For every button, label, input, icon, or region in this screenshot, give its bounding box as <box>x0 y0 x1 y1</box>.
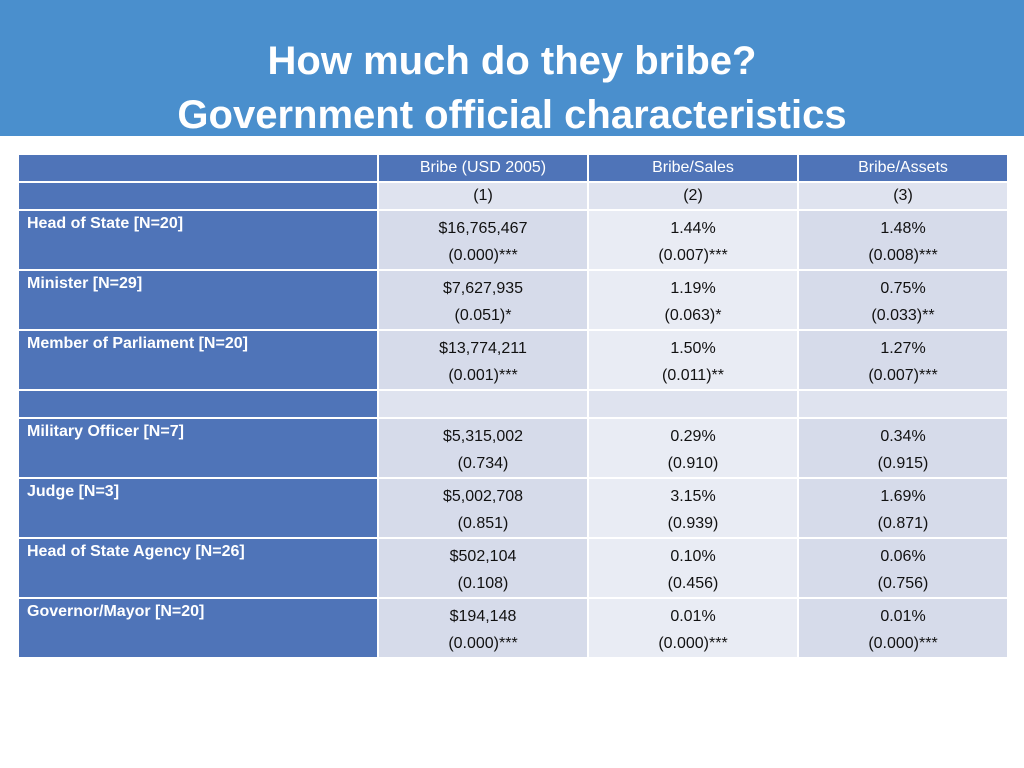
table-row: Minister [N=29] $7,627,935 (0.051)* 1.19%… <box>17 269 1009 331</box>
data-cell: 0.01% (0.000)*** <box>797 597 1009 659</box>
data-cell: 1.27% (0.007)*** <box>797 329 1009 391</box>
cell-value: $7,627,935 <box>442 280 524 297</box>
cell-value: 0.01% <box>670 608 716 625</box>
cell-value: $5,002,708 <box>442 488 524 505</box>
data-cell: 1.50% (0.011)** <box>587 329 799 391</box>
data-cell: 0.10% (0.456) <box>587 537 799 599</box>
cell-pvalue: (0.007)*** <box>658 247 728 264</box>
cell-pvalue: (0.008)*** <box>868 247 938 264</box>
spacer-cell <box>587 389 799 419</box>
cell-pvalue: (0.000)*** <box>448 247 518 264</box>
spacer-row <box>17 389 1009 419</box>
table-row: Head of State [N=20] $16,765,467 (0.000)*… <box>17 209 1009 271</box>
data-cell: $5,315,002 (0.734) <box>377 417 589 479</box>
data-cell: 1.44% (0.007)*** <box>587 209 799 271</box>
table-row: Governor/Mayor [N=20] $194,148 (0.000)***… <box>17 597 1009 659</box>
cell-pvalue: (0.756) <box>877 575 929 592</box>
row-label: Head of State [N=20] <box>17 209 379 271</box>
table-row: Head of State Agency [N=26] $502,104 (0.1… <box>17 537 1009 599</box>
data-cell: 1.69% (0.871) <box>797 477 1009 539</box>
table-header-row: Bribe (USD 2005) Bribe/Sales Bribe/Asset… <box>17 153 1009 183</box>
cell-value: 0.34% <box>880 428 926 445</box>
cell-pvalue: (0.108) <box>457 575 509 592</box>
data-cell: $5,002,708 (0.851) <box>377 477 589 539</box>
cell-value: 1.48% <box>880 220 926 237</box>
cell-value: 0.29% <box>670 428 716 445</box>
results-table: Bribe (USD 2005) Bribe/Sales Bribe/Asset… <box>17 153 1009 659</box>
cell-pvalue: (0.007)*** <box>868 367 938 384</box>
column-number: (2) <box>587 181 799 211</box>
cell-pvalue: (0.000)*** <box>448 635 518 652</box>
data-cell: 0.75% (0.033)** <box>797 269 1009 331</box>
cell-pvalue: (0.001)*** <box>448 367 518 384</box>
cell-pvalue: (0.000)*** <box>658 635 728 652</box>
header-blank-cell <box>17 153 379 183</box>
row-label: Minister [N=29] <box>17 269 379 331</box>
cell-pvalue: (0.915) <box>877 455 929 472</box>
table-row: Member of Parliament [N=20] $13,774,211 (… <box>17 329 1009 391</box>
cell-value: $194,148 <box>449 608 517 625</box>
data-cell: $13,774,211 (0.001)*** <box>377 329 589 391</box>
slide-title-line-2: Government official characteristics <box>177 93 847 137</box>
data-cell: 0.34% (0.915) <box>797 417 1009 479</box>
data-cell: $194,148 (0.000)*** <box>377 597 589 659</box>
data-cell: 0.01% (0.000)*** <box>587 597 799 659</box>
column-header: Bribe/Assets <box>797 153 1009 183</box>
table-row: Judge [N=3] $5,002,708 (0.851) 3.15% (0.93… <box>17 477 1009 539</box>
cell-pvalue: (0.000)*** <box>868 635 938 652</box>
cell-pvalue: (0.871) <box>877 515 929 532</box>
data-cell: $502,104 (0.108) <box>377 537 589 599</box>
cell-value: 1.44% <box>670 220 716 237</box>
title-bar: How much do they bribe? Government offic… <box>0 0 1024 137</box>
data-cell: 3.15% (0.939) <box>587 477 799 539</box>
row-label: Judge [N=3] <box>17 477 379 539</box>
cell-value: 0.01% <box>880 608 926 625</box>
cell-pvalue: (0.734) <box>457 455 509 472</box>
data-cell: 0.06% (0.756) <box>797 537 1009 599</box>
cell-pvalue: (0.011)** <box>662 367 724 384</box>
data-cell: $16,765,467 (0.000)*** <box>377 209 589 271</box>
data-cell: $7,627,935 (0.051)* <box>377 269 589 331</box>
data-cell: 1.48% (0.008)*** <box>797 209 1009 271</box>
cell-value: 1.50% <box>670 340 716 357</box>
row-label: Military Officer [N=7] <box>17 417 379 479</box>
spacer-cell <box>17 389 379 419</box>
cell-value: 1.19% <box>670 280 716 297</box>
column-header: Bribe/Sales <box>587 153 799 183</box>
cell-value: 3.15% <box>670 488 716 505</box>
row-label: Member of Parliament [N=20] <box>17 329 379 391</box>
cell-value: 1.69% <box>880 488 926 505</box>
spacer-cell <box>377 389 589 419</box>
cell-pvalue: (0.456) <box>667 575 719 592</box>
cell-value: 0.10% <box>670 548 716 565</box>
column-number: (3) <box>797 181 1009 211</box>
cell-value: $5,315,002 <box>442 428 524 445</box>
data-cell: 0.29% (0.910) <box>587 417 799 479</box>
cell-value: 0.75% <box>880 280 926 297</box>
cell-pvalue: (0.939) <box>667 515 719 532</box>
cell-pvalue: (0.851) <box>457 515 509 532</box>
table-row: Military Officer [N=7] $5,315,002 (0.734)… <box>17 417 1009 479</box>
cell-pvalue: (0.051)* <box>454 307 512 324</box>
cell-pvalue: (0.910) <box>667 455 719 472</box>
cell-value: 0.06% <box>880 548 926 565</box>
cell-value: $502,104 <box>449 548 517 565</box>
cell-value: $16,765,467 <box>438 220 528 237</box>
cell-pvalue: (0.063)* <box>664 307 722 324</box>
row-label: Governor/Mayor [N=20] <box>17 597 379 659</box>
cell-value: $13,774,211 <box>439 340 527 357</box>
column-header: Bribe (USD 2005) <box>377 153 589 183</box>
cell-pvalue: (0.033)** <box>871 307 935 324</box>
slide-title-line-1: How much do they bribe? <box>267 39 757 83</box>
spacer-cell <box>797 389 1009 419</box>
cell-value: 1.27% <box>880 340 926 357</box>
column-number-row: (1) (2) (3) <box>17 181 1009 211</box>
subheader-blank-cell <box>17 181 379 211</box>
data-cell: 1.19% (0.063)* <box>587 269 799 331</box>
row-label: Head of State Agency [N=26] <box>17 537 379 599</box>
column-number: (1) <box>377 181 589 211</box>
